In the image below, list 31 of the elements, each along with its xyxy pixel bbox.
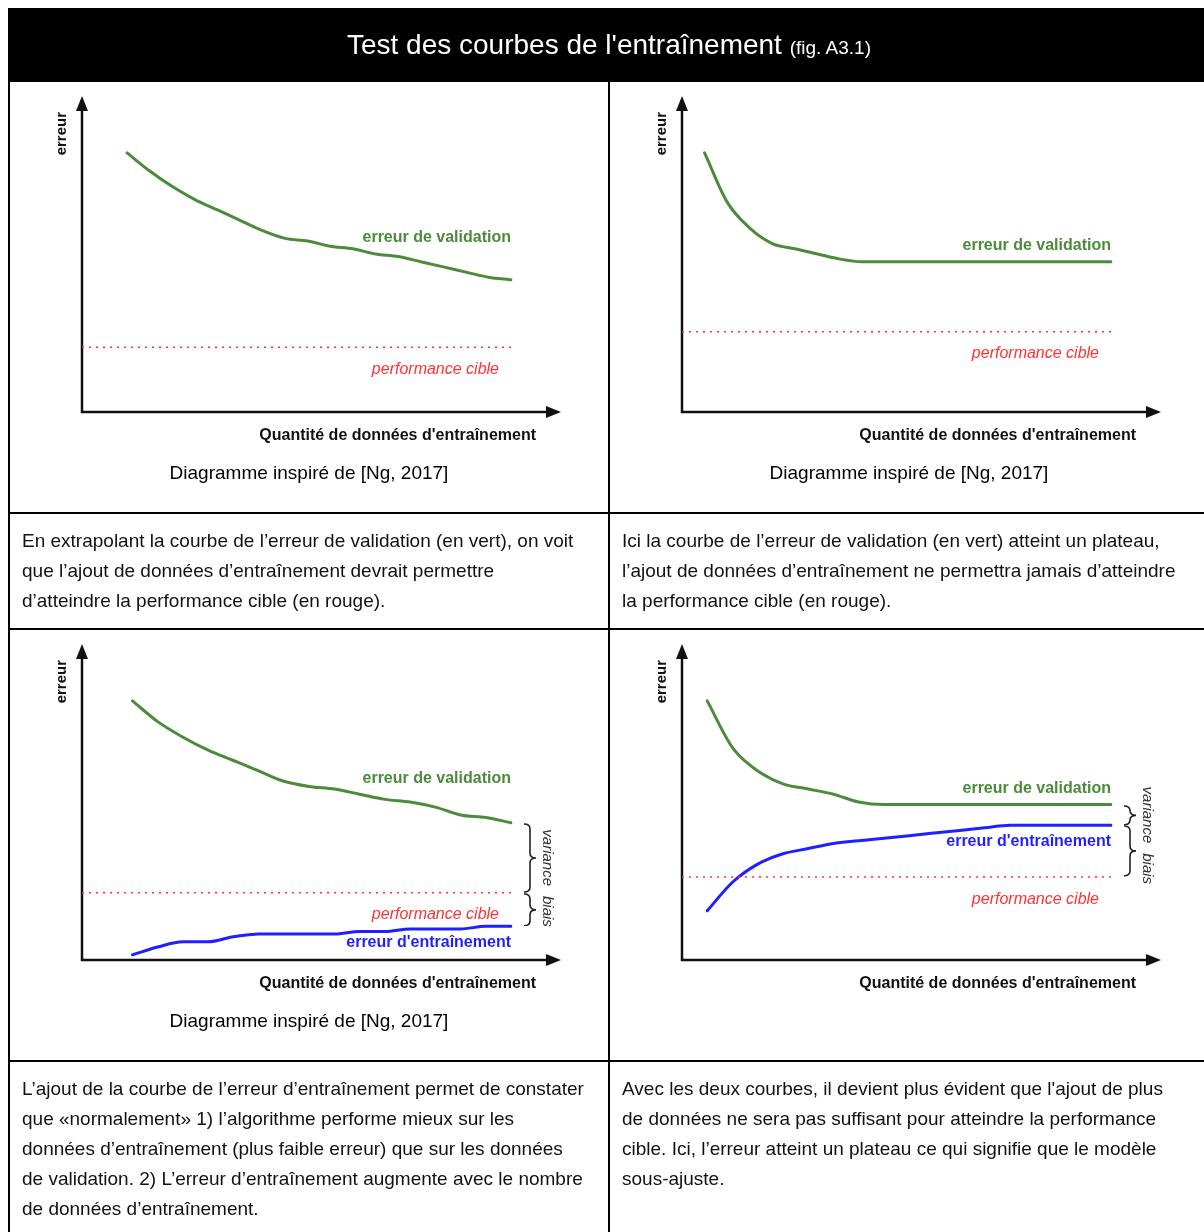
series-label: erreur d'entraînement [346,932,512,950]
x-axis-title: Quantité de données d'entraînement [859,426,1137,444]
ref-line-label: performance cible [370,359,500,377]
y-axis-title: erreur [652,111,670,156]
text: variance [539,829,557,887]
series-label: erreur d'entraînement [946,831,1112,849]
y-axis-title: erreur [652,659,670,704]
y-axis-title: erreur [52,111,70,156]
text: variance [1139,786,1157,844]
x-axis-title: Quantité de données d'entraînement [259,974,537,992]
series-label: erreur de validation [962,236,1111,254]
text: biais [539,896,557,928]
ref-line-label: performance cible [970,889,1100,907]
text: Diagramme inspiré de [Ng, 2017] [768,462,1050,485]
ref-line-label: performance cible [370,905,500,923]
text: Avec les deux courbes, il devient plus évident que l'ajout de plus de données ne sera pas suffisant pour atteindre la performance cible. Ici, l’erreur atteint un plateau ce qui signifie que le modèle sous-ajuste. [621,1077,1164,1191]
text: (fig. A3.1) [789,37,872,58]
series-label: erreur de validation [362,228,511,246]
text: Diagramme inspiré de [Ng, 2017] [168,1010,450,1033]
series-label: erreur de validation [962,778,1111,796]
text: Diagramme inspiré de [Ng, 2017] [168,462,450,485]
text: En extrapolant la courbe de l’erreur de validation (en vert), on voit que l’ajout de données d’entraînement devrait permettre d’atteindre la performance cible (en rouge). [10,514,608,628]
text: Ici la courbe de l’erreur de validation (en vert) atteint un plateau, l’ajout de données d’entraînement ne permettra jamais d’atteindre la performance cible (en rouge). [610,514,1204,628]
ref-line-label: performance cible [970,344,1100,362]
x-axis-title: Quantité de données d'entraînement [259,426,537,444]
text: biais [1139,853,1157,885]
text: L’ajout de la courbe de l’erreur d’entraînement permet de constater que «normalement» 1) l’algorithme performe mieux sur les données d’entraînement (plus faible erreur) que sur les données de validation. 2) L’erreur d’entraînement augmente avec le nombre de données d’entraînement. [10,1062,608,1232]
x-axis-title: Quantité de données d'entraînement [859,974,1137,992]
series-label: erreur de validation [362,768,511,786]
y-axis-title: erreur [52,659,70,704]
text: Test des courbes de l'entraînement [346,29,782,60]
